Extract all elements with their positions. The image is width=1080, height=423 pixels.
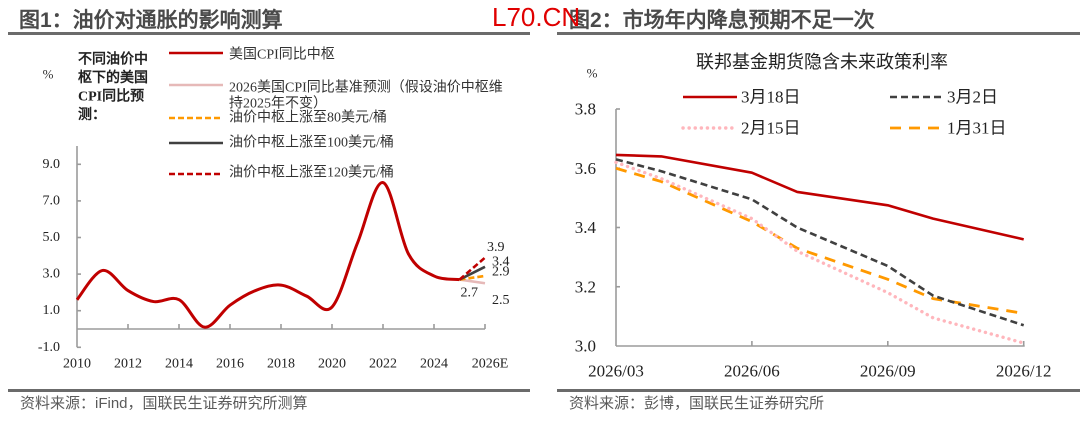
chart-side-note-line: 枢下的美国	[78, 69, 148, 86]
data-label: 3.9	[487, 240, 505, 255]
y-tick-label: 9.0	[43, 157, 61, 172]
legend-label: 油价中枢上涨至80美元/桶	[229, 110, 387, 126]
x-tick-label: 2022	[369, 357, 397, 372]
series-line-cpi-central	[75, 181, 460, 329]
legend-item-oil-120: 油价中枢上涨至120美元/桶	[169, 165, 394, 181]
legend-label: 持2025年不变）	[229, 96, 327, 112]
title-divider	[557, 32, 1080, 35]
legend-label: 2026美国CPI同比基准预测（假设油价中枢维	[229, 79, 503, 96]
y-tick-label: 3.0	[575, 337, 596, 356]
x-tick-label: 2026/12	[996, 362, 1052, 381]
y-tick-label: 3.6	[575, 159, 596, 178]
legend-item-rate-mar-2: 3月2日	[890, 88, 998, 107]
series-line-oil-120	[458, 256, 486, 281]
x-tick-label: 2020	[318, 357, 346, 372]
legend-label: 2月15日	[741, 119, 801, 138]
chart-title: 联邦基金期货隐含未来政策利率	[696, 52, 948, 72]
legend-label: 3月2日	[947, 88, 998, 107]
title-divider	[8, 32, 530, 35]
legend-label: 油价中枢上涨至120美元/桶	[229, 165, 394, 181]
y-axis-unit-label: %	[587, 66, 598, 81]
figure-title: 图1：油价对通胀的影响测算	[19, 9, 283, 32]
legend-label: 3月18日	[741, 88, 801, 107]
source-divider	[8, 389, 530, 392]
source-note: 资料来源：彭博，国联民生证券研究所	[569, 395, 825, 412]
series-line-rate-mar-2	[615, 158, 1025, 327]
series-line-rate-feb-15	[614, 160, 1026, 345]
legend-label: 美国CPI同比中枢	[229, 47, 335, 63]
legend-item-rate-feb-15: 2月15日	[681, 119, 801, 138]
source-note: 资料来源：iFind，国联民生证券研究所测算	[20, 395, 308, 412]
watermark: L70.CN	[492, 2, 581, 32]
series-line-rate-mar-18	[615, 153, 1024, 241]
x-tick-label: 2024	[420, 357, 448, 372]
x-tick-label: 2010	[63, 357, 91, 372]
legend-item-oil-100: 油价中枢上涨至100美元/桶	[169, 135, 394, 151]
x-tick-label: 2014	[165, 357, 193, 372]
chart-side-note-line: 不同油价中	[78, 51, 148, 68]
data-label: 3.4	[492, 254, 510, 269]
y-tick-label: -1.0	[38, 340, 60, 355]
x-tick-label: 2012	[114, 357, 142, 372]
x-tick-label: 2018	[267, 357, 295, 372]
legend-item-rate-jan-31: 1月31日	[890, 119, 1007, 138]
series-line-oil-80	[459, 274, 486, 281]
y-axis-unit-label: %	[43, 67, 54, 82]
legend-item-oil-80: 油价中枢上涨至80美元/桶	[169, 110, 387, 126]
y-tick-label: 3.8	[575, 100, 596, 119]
data-label: 2.5	[492, 293, 510, 308]
y-tick-label: 1.0	[43, 303, 61, 318]
chart-side-note-line: 测：	[78, 106, 106, 123]
series-line-rate-jan-31	[615, 166, 1024, 315]
x-tick-label: 2026E	[472, 357, 509, 372]
chart-side-note-line: CPI同比预	[78, 88, 144, 105]
figure-oil-inflation: 图1：油价对通胀的影响测算 % 不同油价中 枢下的美国 CPI同比预 测： 9.0 7.0 5…	[8, 9, 530, 412]
x-tick-label: 2026/03	[588, 362, 644, 381]
x-tick-label: 2026/06	[724, 362, 780, 381]
y-tick-label: 7.0	[43, 193, 61, 208]
y-tick-label: 3.2	[575, 277, 596, 296]
source-divider	[557, 389, 1080, 392]
data-label: 2.9	[492, 264, 510, 279]
figure-rate-cut-expectations: 图2：市场年内降息预期不足一次 联邦基金期货隐含未来政策利率% 3.8 3.6 3.4…	[540, 0, 1080, 423]
x-tick-label: 2016	[216, 357, 244, 372]
legend-item-cpi-central: 美国CPI同比中枢	[169, 47, 335, 63]
y-tick-label: 3.0	[43, 267, 61, 282]
legend-label: 1月31日	[947, 119, 1007, 138]
data-label: 2.7	[461, 286, 479, 301]
y-tick-label: 5.0	[43, 230, 61, 245]
x-tick-label: 2026/09	[860, 362, 916, 381]
y-tick-label: 3.4	[575, 218, 597, 237]
figure-title: 图2：市场年内降息预期不足一次	[569, 9, 875, 32]
legend-label: 油价中枢上涨至100美元/桶	[229, 135, 394, 151]
legend-item-rate-mar-18: 3月18日	[683, 88, 801, 107]
